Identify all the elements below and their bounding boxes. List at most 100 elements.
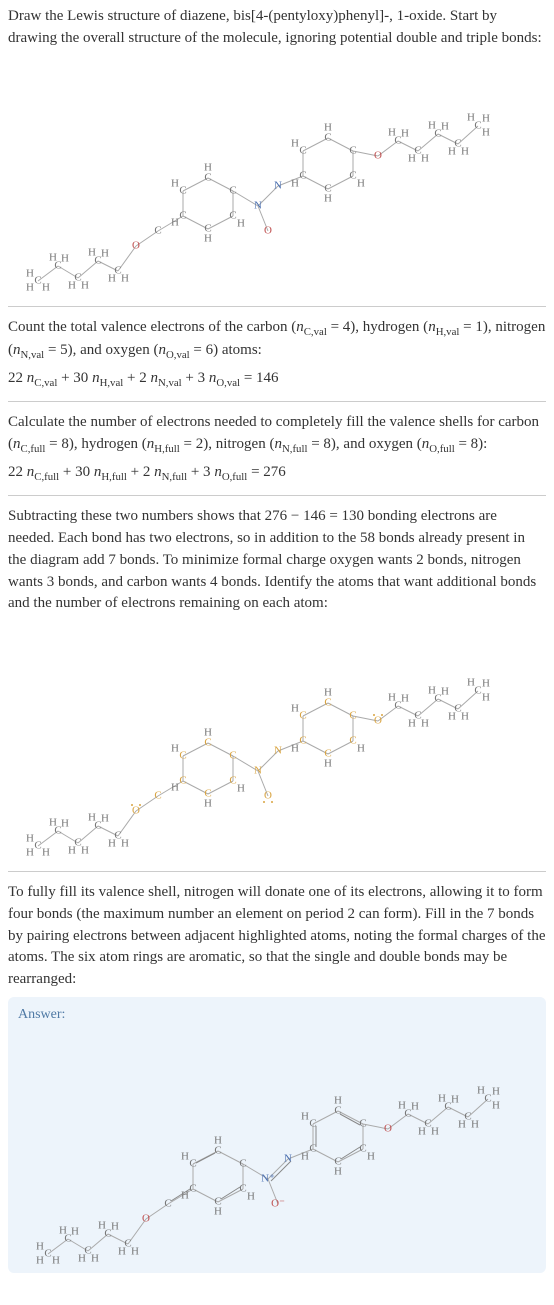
svg-text:H: H [367,1151,375,1163]
t: O,full [222,471,248,483]
t: + 2 [127,464,154,480]
svg-text:C: C [189,1183,196,1195]
svg-text:H: H [61,252,69,264]
svg-text:H: H [438,1093,446,1105]
t: n [214,464,222,480]
t: C,full [34,471,59,483]
svg-text:H: H [357,177,365,189]
svg-text:H: H [421,152,429,164]
t: Count the total valence electrons of the… [8,319,296,335]
svg-text:H: H [324,758,332,770]
t: n [13,342,21,358]
t: H,full [101,471,127,483]
t: + 2 [123,370,150,386]
svg-text:H: H [118,1246,126,1258]
svg-text:O⁻: O⁻ [271,1198,285,1210]
svg-text:H: H [204,161,212,173]
t: H,val [436,326,460,338]
svg-text:H: H [26,847,34,859]
svg-text:H: H [42,281,50,293]
svg-text:H: H [171,743,179,755]
svg-text:H: H [357,743,365,755]
svg-text:C: C [179,750,186,762]
t: 22 [8,464,27,480]
svg-text:H: H [388,126,396,138]
svg-text:H: H [492,1100,500,1112]
svg-text:H: H [291,177,299,189]
t: = 8), and oxygen ( [307,436,421,452]
mid-section: Subtracting these two numbers shows that… [8,506,546,615]
t: + 3 [187,464,214,480]
final-paragraph: To fully fill its valence shell, nitroge… [8,882,546,991]
svg-text:H: H [448,145,456,157]
svg-text:H: H [26,267,34,279]
svg-text:H: H [214,1135,222,1147]
answer-box: Answer: CHHH CHH CHH CHH CHH O C CH CH C… [8,997,546,1273]
svg-text:H: H [131,1246,139,1258]
svg-text:H: H [291,703,299,715]
svg-text:H: H [334,1095,342,1107]
svg-text:H: H [291,137,299,149]
svg-text:H: H [324,121,332,133]
svg-text:H: H [398,1100,406,1112]
t: n [296,319,304,335]
svg-text:H: H [49,251,57,263]
svg-text:H: H [42,847,50,859]
svg-text:H: H [108,272,116,284]
svg-text:H: H [101,247,109,259]
svg-text:C: C [359,1143,366,1155]
svg-text:C: C [229,209,236,221]
svg-text:H: H [421,718,429,730]
t: C,val [304,326,327,338]
svg-text:C: C [229,184,236,196]
svg-text:H: H [108,838,116,850]
t: = 276 [247,464,285,480]
svg-text:H: H [111,1221,119,1233]
svg-text:H: H [324,687,332,699]
svg-text:H: H [71,1226,79,1238]
t: H,val [100,377,124,389]
svg-text:C: C [359,1118,366,1130]
svg-text:C: C [44,1248,51,1260]
svg-text:C: C [349,144,356,156]
t: O,full [429,443,455,455]
svg-text:C: C [34,840,41,852]
t: n [13,436,21,452]
svg-text:H: H [301,1151,309,1163]
svg-text:H: H [458,1119,466,1131]
structure-diagram-answer: CHHH CHH CHH CHH CHH O C CH CH CH C CH C… [18,1029,536,1269]
t: = 4), hydrogen ( [327,319,428,335]
svg-text:O: O [264,224,272,236]
svg-text:H: H [171,782,179,794]
t: O,val [216,377,240,389]
full-text: Calculate the number of electrons needed… [8,412,546,457]
t: + 3 [182,370,209,386]
svg-text:H: H [477,1085,485,1097]
t: N,full [162,471,188,483]
svg-text:N⁺: N⁺ [261,1173,275,1185]
svg-text:N: N [254,765,262,777]
svg-text:H: H [482,678,490,690]
svg-text:O: O [374,149,382,161]
t: n [154,464,162,480]
mid-paragraph: Subtracting these two numbers shows that… [8,506,546,615]
t: = 8), hydrogen ( [45,436,146,452]
svg-text:C: C [239,1158,246,1170]
svg-text:C: C [179,775,186,787]
svg-text:H: H [88,246,96,258]
t: + 30 [59,464,94,480]
t: N,val [158,377,182,389]
answer-label: Answer: [18,1005,536,1025]
svg-text:H: H [36,1241,44,1253]
t: O,val [166,349,190,361]
svg-text:N: N [274,745,282,757]
svg-text:C: C [349,710,356,722]
svg-text:C: C [179,209,186,221]
svg-text:H: H [482,126,490,138]
svg-text:C: C [154,224,161,236]
svg-text:H: H [78,1253,86,1265]
svg-text:C: C [474,685,481,697]
svg-text:H: H [171,216,179,228]
svg-text:H: H [204,232,212,244]
svg-text:H: H [431,1126,439,1138]
